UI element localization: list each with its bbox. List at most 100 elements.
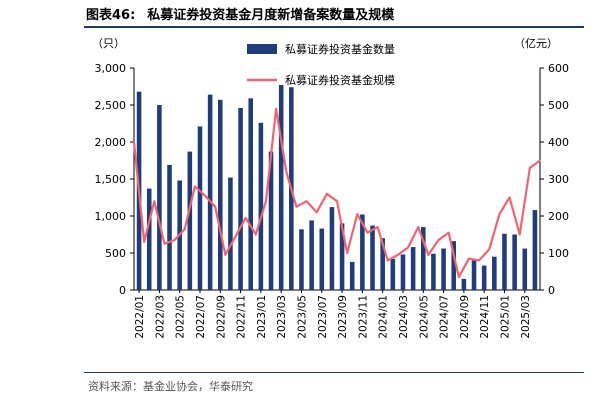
bar-2022/11 xyxy=(238,107,243,291)
line-point xyxy=(508,196,511,199)
line-point xyxy=(437,239,440,241)
left-tick-label: 2,000 xyxy=(95,136,127,149)
x-tick-label: 2024/07 xyxy=(439,295,451,339)
line-point xyxy=(265,200,267,202)
line-point xyxy=(194,185,196,187)
x-tick-label: 2023/11 xyxy=(357,295,369,339)
right-tick-label: 400 xyxy=(548,136,569,149)
right-tick-label: 0 xyxy=(548,284,555,297)
bar-2024/08 xyxy=(451,241,457,290)
line-point xyxy=(336,200,338,202)
x-tick-label: 2025/03 xyxy=(520,295,532,339)
bar-2022/07 xyxy=(197,126,203,291)
bar-2023/12 xyxy=(370,225,375,290)
line-point xyxy=(163,243,166,245)
line-point xyxy=(234,235,237,237)
bar-2023/06 xyxy=(309,220,314,290)
line-point xyxy=(316,211,318,213)
bar-2024/02 xyxy=(390,258,396,290)
x-tick-label: 2022/03 xyxy=(154,295,166,339)
bar-2022/03 xyxy=(157,105,162,290)
bar-2025/02 xyxy=(512,234,517,290)
bar-2023/02 xyxy=(268,151,274,290)
left-tick-label: 0 xyxy=(119,284,126,297)
bar-2023/05 xyxy=(299,229,304,290)
bar-2024/03 xyxy=(400,254,406,290)
left-axis-unit: （只） xyxy=(92,37,125,50)
bar-2024/06 xyxy=(431,253,436,290)
line-point xyxy=(478,259,480,261)
edge-strip xyxy=(604,0,615,403)
x-tick-label: 2024/11 xyxy=(479,295,491,339)
bar-2023/03 xyxy=(278,85,284,291)
line-series-scale xyxy=(132,107,541,279)
line-point xyxy=(326,193,328,195)
source-note: 资料来源：基金业协会，华泰研究 xyxy=(88,380,253,393)
line-point xyxy=(539,159,541,162)
bar-2023/07 xyxy=(319,228,325,290)
line-point xyxy=(133,141,135,143)
line-point xyxy=(427,254,429,256)
x-tick-label: 2024/03 xyxy=(398,295,410,339)
right-axis-unit: （亿元） xyxy=(514,37,558,50)
bar-39 xyxy=(532,210,538,290)
line-point xyxy=(519,233,521,236)
x-tick-label: 2024/01 xyxy=(378,295,390,339)
line-point xyxy=(458,276,460,278)
bar-2024/05 xyxy=(420,227,426,290)
bar-2024/11 xyxy=(481,265,487,290)
line-point xyxy=(356,213,358,215)
left-tick-label: 2,500 xyxy=(95,99,127,112)
line-point xyxy=(143,241,145,243)
x-tick-label: 2022/09 xyxy=(215,295,227,339)
title-rule xyxy=(84,26,584,28)
chart: （只） （亿元） 0 500 1,000 1,500 2,000 2,500 3,000 0 100… xyxy=(92,37,569,339)
bar-2024/04 xyxy=(410,247,416,290)
legend-bar-label: 私募证券投资基金数量 xyxy=(285,42,395,56)
x-tick-label: 2022/05 xyxy=(175,295,187,339)
bar-2022/12 xyxy=(248,98,254,290)
right-tick-label: 600 xyxy=(548,62,569,75)
line-point xyxy=(295,206,297,208)
bar-2024/09 xyxy=(461,278,467,290)
x-tick-label: 2023/03 xyxy=(276,295,288,339)
bar-2023/11 xyxy=(360,214,365,290)
line-point xyxy=(448,232,450,234)
x-tick-label: 2022/07 xyxy=(195,295,207,339)
footer-rule xyxy=(84,372,584,373)
line-point xyxy=(174,239,176,241)
line-point xyxy=(214,206,216,208)
line-point xyxy=(468,257,470,260)
bar-2023/01 xyxy=(258,122,264,290)
line-point xyxy=(529,167,531,169)
left-tick-label: 1,500 xyxy=(95,173,127,186)
line-point xyxy=(387,259,389,261)
bar-2024/10 xyxy=(471,260,477,290)
bar-2023/10 xyxy=(349,261,355,290)
x-tick-label: 2024/05 xyxy=(418,295,430,339)
line-point xyxy=(184,228,186,230)
bar-2022/04 xyxy=(167,164,172,290)
line-point xyxy=(498,213,500,215)
x-tick-label: 2024/09 xyxy=(459,295,471,339)
line-point xyxy=(255,233,257,236)
figure-label: 图表46: xyxy=(86,8,136,23)
bar-2022/06 xyxy=(187,151,193,290)
x-tick-label: 2023/07 xyxy=(317,295,329,339)
x-tick-label: 2023/01 xyxy=(256,295,268,339)
line-point xyxy=(153,200,155,202)
legend-line-label: 私募证券投资基金规模 xyxy=(285,73,395,87)
x-tick-label: 2025/01 xyxy=(499,295,511,339)
line-point xyxy=(417,226,419,228)
line-point xyxy=(488,248,490,250)
left-tick-label: 3,000 xyxy=(95,62,127,75)
x-tick-label: 2022/01 xyxy=(134,295,146,339)
bar-2025/03 xyxy=(522,248,528,290)
bar-2022/10 xyxy=(228,177,233,290)
line-point xyxy=(305,200,308,202)
line-point xyxy=(275,108,277,110)
line-point xyxy=(245,217,247,219)
bar-2024/12 xyxy=(492,256,497,290)
line-point xyxy=(224,254,226,256)
line-point xyxy=(204,195,206,197)
